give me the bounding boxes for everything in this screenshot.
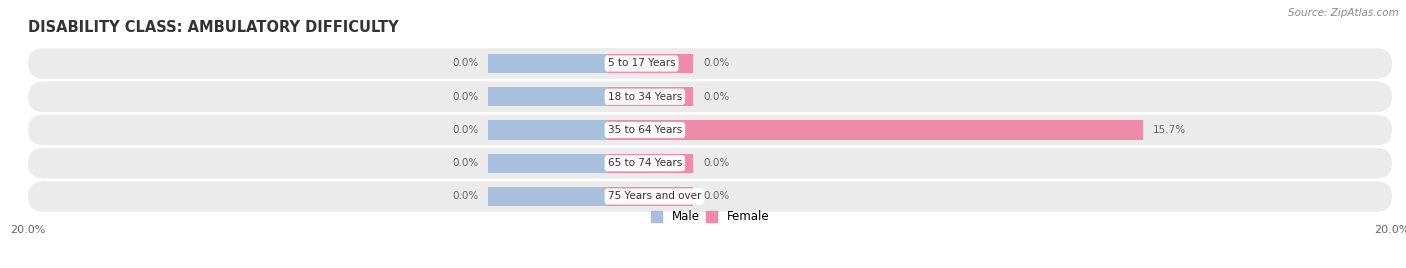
Text: 35 to 64 Years: 35 to 64 Years: [607, 125, 682, 135]
Text: DISABILITY CLASS: AMBULATORY DIFFICULTY: DISABILITY CLASS: AMBULATORY DIFFICULTY: [28, 20, 399, 35]
Text: 0.0%: 0.0%: [703, 92, 730, 102]
Bar: [607, 154, 693, 173]
Text: 65 to 74 Years: 65 to 74 Years: [607, 158, 682, 168]
Legend: Male, Female: Male, Female: [645, 206, 775, 228]
Text: 15.7%: 15.7%: [1153, 125, 1187, 135]
FancyBboxPatch shape: [28, 148, 1392, 178]
Bar: [488, 54, 607, 73]
Bar: [607, 87, 693, 106]
Text: 0.0%: 0.0%: [451, 191, 478, 202]
Text: 0.0%: 0.0%: [451, 158, 478, 168]
Text: 0.0%: 0.0%: [703, 58, 730, 69]
Text: 0.0%: 0.0%: [703, 158, 730, 168]
Bar: [488, 120, 607, 140]
FancyBboxPatch shape: [28, 181, 1392, 212]
FancyBboxPatch shape: [28, 48, 1392, 79]
FancyBboxPatch shape: [28, 81, 1392, 112]
Text: 18 to 34 Years: 18 to 34 Years: [607, 92, 682, 102]
Text: 0.0%: 0.0%: [451, 92, 478, 102]
Text: 0.0%: 0.0%: [703, 191, 730, 202]
Text: 0.0%: 0.0%: [451, 125, 478, 135]
Bar: [607, 187, 693, 206]
FancyBboxPatch shape: [28, 115, 1392, 145]
Text: 0.0%: 0.0%: [451, 58, 478, 69]
Bar: [488, 87, 607, 106]
Bar: [607, 120, 1143, 140]
Bar: [607, 54, 693, 73]
Text: 75 Years and over: 75 Years and over: [607, 191, 702, 202]
Bar: [488, 154, 607, 173]
Text: 5 to 17 Years: 5 to 17 Years: [607, 58, 675, 69]
Text: Source: ZipAtlas.com: Source: ZipAtlas.com: [1288, 8, 1399, 18]
Bar: [488, 187, 607, 206]
